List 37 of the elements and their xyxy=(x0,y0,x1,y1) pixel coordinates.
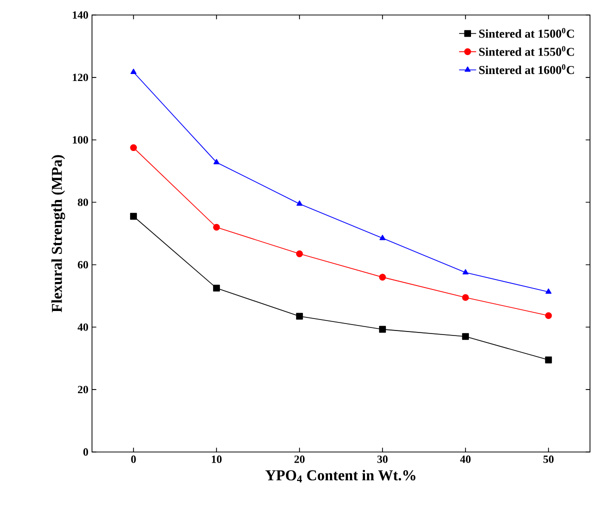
x-tick-label: 30 xyxy=(377,456,388,463)
legend-label: Sintered at 1600$^{0}$C xyxy=(479,64,574,74)
x-tick-label: 10 xyxy=(212,456,222,463)
point xyxy=(462,269,468,274)
point xyxy=(130,212,137,220)
legend-label: Sintered at 1500$^{0}$C xyxy=(479,28,574,38)
x-tick-label: 40 xyxy=(460,456,471,463)
y-tick-label: 100 xyxy=(72,136,88,144)
point xyxy=(296,312,303,320)
point xyxy=(296,200,302,206)
y-tick-label: 120 xyxy=(72,74,88,82)
point xyxy=(545,312,552,319)
point xyxy=(214,158,220,164)
y-tick-label: 140 xyxy=(72,11,88,19)
point xyxy=(130,68,136,74)
y-tick-label: 20 xyxy=(78,386,88,394)
point xyxy=(545,356,552,364)
x-axis-title: YPO$_{4}$ Content in Wt.% xyxy=(265,470,416,482)
x-tick-label: 20 xyxy=(294,456,305,463)
y-tick-label: 40 xyxy=(78,323,88,331)
point xyxy=(213,284,220,292)
x-tick-label: 50 xyxy=(543,456,554,463)
y-tick-label: 80 xyxy=(78,198,88,206)
point xyxy=(379,274,386,281)
point xyxy=(380,234,386,240)
point xyxy=(462,333,469,340)
point xyxy=(296,250,303,258)
legend-label: Sintered at 1550$^{0}$C xyxy=(479,46,574,56)
y-tick-label: 60 xyxy=(78,261,88,268)
point xyxy=(546,288,552,294)
point xyxy=(213,224,220,231)
point xyxy=(130,144,137,152)
point xyxy=(379,326,386,333)
x-tick-label: 0 xyxy=(131,456,136,463)
y-tick-label: 0 xyxy=(83,448,88,456)
y-axis-title: Flexural Strength (MPa) xyxy=(51,155,66,312)
point xyxy=(462,294,469,301)
